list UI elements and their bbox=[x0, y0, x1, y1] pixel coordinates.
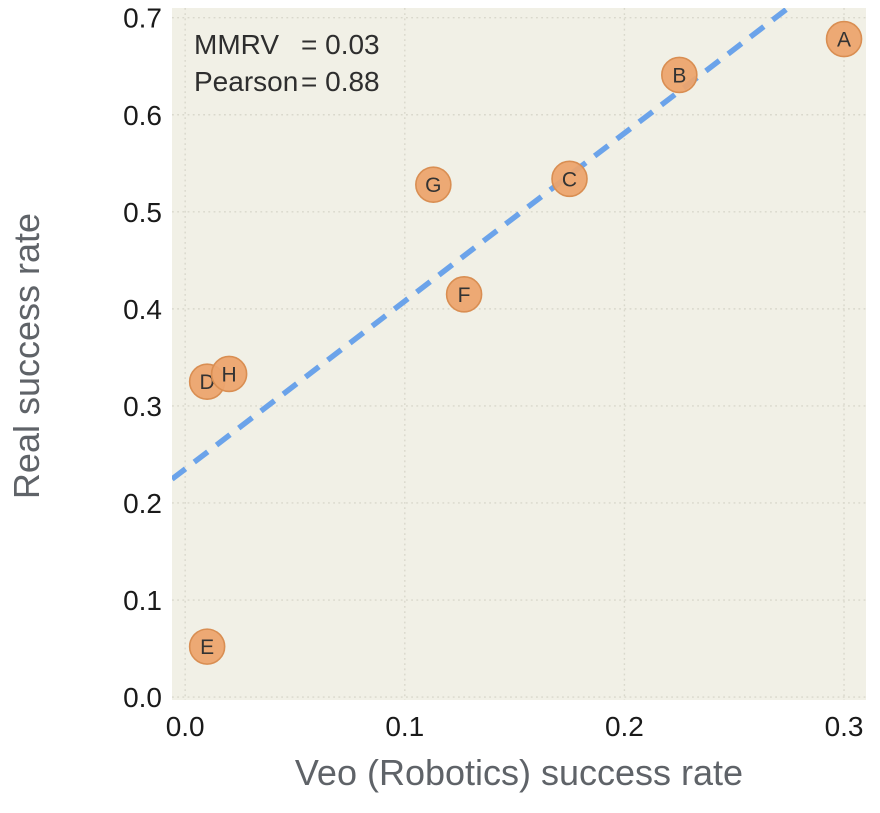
y-tick-label: 0.5 bbox=[123, 197, 162, 228]
annotation-pearson-value: = 0.88 bbox=[301, 66, 380, 97]
stats-annotation: MMRV = 0.03 Pearson= 0.88 bbox=[194, 26, 380, 100]
annotation-mmrv-label: MMRV bbox=[194, 29, 280, 60]
y-tick-label: 0.6 bbox=[123, 100, 162, 131]
y-axis-title: Real success rate bbox=[6, 212, 47, 500]
point-marker bbox=[825, 20, 863, 58]
x-axis-title: Veo (Robotics) success rate bbox=[294, 752, 744, 793]
data-point-F: F bbox=[445, 276, 483, 313]
point-label: F bbox=[458, 284, 471, 307]
point-label: D bbox=[200, 371, 215, 394]
y-tick-label: 0.2 bbox=[123, 488, 162, 519]
point-marker bbox=[415, 166, 452, 203]
x-tick-label: 0.2 bbox=[605, 711, 644, 742]
x-tick-label: 0.0 bbox=[166, 711, 205, 742]
point-marker bbox=[210, 355, 248, 393]
annotation-pearson-label: Pearson bbox=[194, 66, 299, 97]
data-point-A: A bbox=[825, 20, 863, 58]
data-point-H: H bbox=[210, 355, 248, 393]
point-marker bbox=[188, 628, 226, 665]
point-label: H bbox=[222, 363, 237, 386]
y-tick-label: 0.4 bbox=[123, 294, 162, 325]
x-tick-label: 0.1 bbox=[385, 711, 424, 742]
point-label: C bbox=[562, 168, 577, 191]
data-point-E: E bbox=[188, 628, 226, 665]
point-label: B bbox=[672, 64, 686, 87]
y-tick-label: 0.0 bbox=[123, 682, 162, 713]
point-label: A bbox=[837, 29, 851, 52]
y-tick-label: 0.3 bbox=[123, 391, 162, 422]
point-label: E bbox=[200, 636, 214, 659]
annotation-line-mmrv: MMRV = 0.03 bbox=[194, 26, 380, 63]
point-marker bbox=[551, 160, 588, 198]
point-label: G bbox=[425, 174, 441, 197]
data-point-B: B bbox=[661, 56, 698, 94]
annotation-line-pearson: Pearson= 0.88 bbox=[194, 63, 380, 100]
y-tick-label: 0.7 bbox=[123, 3, 162, 34]
point-marker bbox=[661, 56, 698, 94]
data-point-G: G bbox=[415, 166, 452, 203]
x-tick-label: 0.3 bbox=[825, 711, 864, 742]
point-marker bbox=[445, 276, 483, 313]
plot-area bbox=[172, 8, 866, 700]
data-point-C: C bbox=[551, 160, 588, 198]
y-tick-label: 0.1 bbox=[123, 585, 162, 616]
annotation-mmrv-value: = 0.03 bbox=[301, 29, 380, 60]
